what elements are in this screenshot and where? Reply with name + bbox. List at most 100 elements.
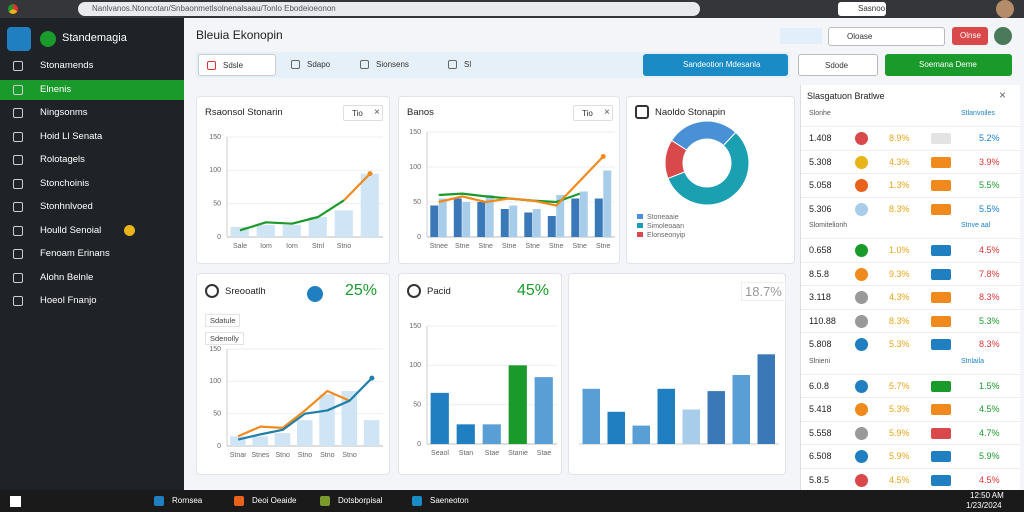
filter-icon bbox=[207, 61, 216, 70]
card-title: Rsaonsol Stonarin bbox=[205, 107, 283, 118]
line bbox=[343, 172, 371, 202]
y-tick-label: 100 bbox=[409, 164, 421, 171]
x-tick-label: Iom bbox=[286, 243, 298, 250]
filter-label: Sdapo bbox=[307, 60, 331, 69]
row-icon bbox=[855, 426, 868, 440]
row-value: 5.418 bbox=[809, 404, 832, 414]
row-value: 110.88 bbox=[809, 315, 836, 326]
bar bbox=[430, 392, 449, 444]
filter-icon bbox=[448, 60, 457, 69]
chart bbox=[579, 354, 779, 445]
task-item[interactable]: Rornsea bbox=[152, 493, 232, 509]
y-tick-label: 0 bbox=[417, 234, 421, 241]
filter[interactable]: Sdsle bbox=[198, 54, 276, 76]
menu-item[interactable]: Stonchoinis bbox=[0, 174, 184, 194]
row-value: 3.118 bbox=[809, 292, 831, 302]
y-tick-label: 150 bbox=[209, 346, 221, 353]
bar bbox=[274, 433, 291, 446]
row-change: 3.9% bbox=[979, 156, 1000, 167]
bar bbox=[230, 227, 249, 237]
filter[interactable]: Sdapo bbox=[283, 54, 346, 76]
section-note: Stnve aal bbox=[961, 222, 991, 229]
line bbox=[237, 389, 351, 438]
red-button[interactable]: Olnse bbox=[952, 27, 988, 45]
select-box[interactable]: Sdode bbox=[798, 54, 878, 76]
url-field[interactable]: Nanlvanos.Ntoncotan/Snbaonmetlsolnenalsa… bbox=[78, 2, 700, 16]
tag-label: Tio bbox=[352, 109, 363, 118]
task-item[interactable]: Deoi Oeaide bbox=[232, 493, 312, 509]
menu-item[interactable]: Hoeol Fnanjo bbox=[0, 291, 184, 311]
bar bbox=[252, 436, 268, 446]
card: Naoldo Stonapin Stoneaaie Simoleoaan Elonse… bbox=[626, 96, 795, 264]
card-title: Banos bbox=[407, 107, 434, 118]
bar bbox=[547, 216, 556, 237]
card: Sreooatlh 25% Sdatule Sdenolly 0 50 100 150 Stna… bbox=[196, 273, 390, 475]
menu-item[interactable]: Ningsonms bbox=[0, 103, 184, 123]
x-tick-label: Stae bbox=[485, 450, 500, 457]
menu-item[interactable]: Fenoam Erinans bbox=[0, 244, 184, 264]
card: Banos Tio × 0 50 100 150 Stnee Stne Stne Stne Stne S… bbox=[398, 96, 620, 264]
bar bbox=[363, 420, 380, 446]
x-tick-label: Stanie bbox=[508, 450, 528, 457]
menu-item[interactable]: Alohn Belnle bbox=[0, 268, 184, 288]
card: Rsaonsol Stonarin Tio × 0 50 100 150 Sale Iom Iom… bbox=[196, 96, 390, 264]
search-box[interactable]: Oloase bbox=[828, 27, 945, 46]
y-tick-label: 0 bbox=[417, 441, 421, 448]
chart: 0 50 100 150 Stnee Stne Stne Stne Stne Stne Stne St… bbox=[409, 129, 615, 250]
task-label: Deoi Oeaide bbox=[252, 496, 297, 505]
menu-label: Elnenis bbox=[40, 83, 72, 95]
row-swatch bbox=[931, 474, 951, 486]
row-icon bbox=[855, 379, 868, 393]
row-value: 0.658 bbox=[809, 245, 832, 255]
x-tick-label: Stno bbox=[337, 243, 352, 250]
card-tag[interactable]: Tio × bbox=[343, 105, 383, 121]
bar bbox=[534, 377, 553, 444]
row-value: 1.408 bbox=[809, 133, 832, 143]
bar bbox=[482, 424, 501, 444]
brand: Standemagia bbox=[62, 32, 127, 44]
menu-item[interactable]: Elnenis bbox=[0, 79, 184, 100]
menu-item[interactable]: Rolotagels bbox=[0, 150, 184, 170]
user-avatar[interactable] bbox=[994, 27, 1012, 45]
menu-item[interactable]: Stonhnlvoed bbox=[0, 197, 184, 217]
card-tag[interactable]: Tio × bbox=[573, 105, 613, 121]
table-row: 5.058 1.3% 5.5% bbox=[801, 173, 1021, 196]
menu-icon bbox=[13, 178, 23, 189]
card-title: Pacid bbox=[427, 286, 451, 297]
row-pct: 8.9% bbox=[889, 133, 910, 143]
row-change: 5.5% bbox=[979, 203, 1000, 214]
row-swatch bbox=[931, 339, 951, 350]
row-change: 8.3% bbox=[979, 339, 1000, 349]
donut-segment bbox=[664, 139, 688, 180]
row-swatch bbox=[931, 315, 951, 327]
start-button[interactable] bbox=[10, 496, 21, 507]
filter[interactable]: Sionsens bbox=[352, 54, 430, 76]
close-icon[interactable]: × bbox=[999, 88, 1007, 102]
x-tick-label: Stnar bbox=[230, 452, 247, 459]
row-swatch bbox=[931, 404, 951, 415]
primary-button[interactable]: Sandeotion Mdesanla bbox=[643, 54, 788, 76]
row-swatch bbox=[931, 180, 951, 191]
row-icon bbox=[855, 338, 868, 351]
menu-item[interactable]: Hoid Ll Senata bbox=[0, 127, 184, 147]
section-label: Slnieni bbox=[809, 357, 831, 365]
row-value: 5.306 bbox=[809, 203, 832, 214]
task-item[interactable]: Saeneoton bbox=[410, 493, 490, 509]
menu-item[interactable]: Stonamends bbox=[0, 56, 184, 76]
legend-swatch bbox=[637, 214, 643, 219]
x-tick-label: Stne bbox=[573, 243, 588, 250]
browser-tab[interactable]: Sasnoo bbox=[838, 2, 886, 16]
table-row: 5.308 4.3% 3.9% bbox=[801, 149, 1021, 173]
menu-icon bbox=[13, 249, 23, 259]
action-button[interactable]: Soemana Deme bbox=[885, 54, 1012, 76]
row-change: 5.2% bbox=[979, 133, 1000, 143]
task-item[interactable]: Dotsborpisal bbox=[318, 493, 398, 509]
row-value: 5.8.5 bbox=[809, 474, 830, 485]
avatar[interactable] bbox=[996, 0, 1014, 18]
row-pct: 4.3% bbox=[889, 292, 910, 302]
row-icon bbox=[855, 267, 868, 281]
menu-item[interactable]: Houlld Senoial bbox=[0, 221, 184, 241]
filter[interactable]: Sl bbox=[440, 54, 471, 76]
row-change: 4.5% bbox=[979, 245, 1000, 255]
